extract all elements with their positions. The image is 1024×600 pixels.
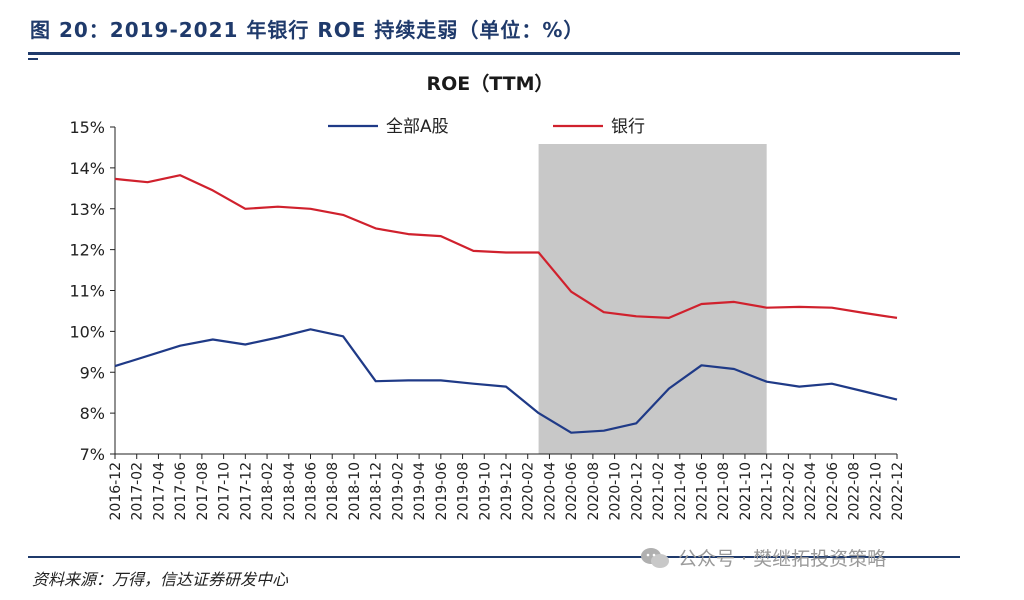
x-tick-label: 2018-02 (260, 462, 276, 521)
figure-title: 图 20：2019-2021 年银行 ROE 持续走弱（单位：%） (30, 18, 585, 42)
y-tick-label: 13% (69, 200, 105, 219)
x-tick-label: 2021-12 (760, 462, 776, 521)
x-tick-label: 2018-06 (304, 462, 320, 521)
x-tick-label: 2018-08 (325, 462, 341, 521)
x-tick-label: 2017-10 (217, 462, 233, 521)
x-tick-label: 2018-04 (282, 462, 298, 521)
source-rule (28, 556, 960, 558)
x-tick-label: 2019-08 (456, 462, 472, 521)
x-tick-label: 2020-10 (608, 462, 624, 521)
x-tick-label: 2021-06 (695, 462, 711, 521)
legend: 全部A股 银行 (328, 117, 645, 137)
source-note: 资料来源：万得，信达证券研发中心 (32, 570, 289, 589)
x-tick-label: 2020-08 (586, 462, 602, 521)
series-line-banks (114, 174, 898, 319)
x-tick-label: 2020-06 (564, 462, 580, 521)
x-tick-label: 2022-04 (803, 462, 819, 521)
x-tick-label: 2016-12 (108, 462, 124, 521)
y-tick-label: 8% (80, 404, 105, 423)
y-tick-label: 12% (69, 241, 105, 260)
title-rule (28, 52, 960, 55)
x-tick-label: 2020-12 (629, 462, 645, 521)
series-lines (114, 174, 898, 434)
x-tick-label: 2022-12 (890, 462, 906, 521)
title-rule-accent (28, 58, 38, 60)
x-tick-label: 2021-08 (716, 462, 732, 521)
x-tick-label: 2022-10 (868, 462, 884, 521)
x-tick-label: 2017-06 (173, 462, 189, 521)
y-tick-label: 7% (80, 445, 105, 464)
y-tick-label: 10% (69, 322, 105, 341)
series-line-all-a-shares (114, 328, 898, 434)
x-tick-label: 2020-02 (521, 462, 537, 521)
legend-label: 全部A股 (386, 117, 449, 137)
x-tick-label: 2018-10 (347, 462, 363, 521)
x-tick-label: 2022-02 (781, 462, 797, 521)
x-tick-label: 2021-02 (651, 462, 667, 521)
x-tick-label: 2021-04 (673, 462, 689, 521)
x-tick-label: 2019-06 (434, 462, 450, 521)
x-tick-label: 2019-04 (412, 462, 428, 521)
chart-title: ROE（TTM） (426, 72, 553, 95)
x-tick-label: 2018-12 (369, 462, 385, 521)
x-tick-label: 2019-10 (477, 462, 493, 521)
x-tick-label: 2019-02 (390, 462, 406, 521)
shaded-period (538, 144, 767, 454)
x-tick-label: 2022-08 (847, 462, 863, 521)
x-tick-label: 2019-12 (499, 462, 515, 521)
wechat-icon (640, 546, 670, 570)
x-tick-label: 2017-04 (151, 462, 167, 521)
watermark: 公众号 · 樊继拓投资策略 (640, 544, 886, 571)
axes: 15% 14% 13% 12% 11% 10% 9% 8% 7%2016-12 2017-02 20… (69, 118, 906, 521)
y-tick-label: 14% (69, 159, 105, 178)
x-tick-label: 2022-06 (825, 462, 841, 521)
x-tick-label: 2017-08 (195, 462, 211, 521)
y-tick-label: 15% (69, 118, 105, 137)
x-tick-label: 2017-02 (130, 462, 146, 521)
y-tick-label: 11% (69, 282, 105, 301)
shaded-region (538, 144, 767, 454)
x-tick-label: 2020-04 (542, 462, 558, 521)
legend-label: 银行 (611, 117, 645, 137)
y-tick-label: 9% (80, 363, 105, 382)
x-tick-label: 2021-10 (738, 462, 754, 521)
watermark-text: 公众号 · 樊继拓投资策略 (678, 548, 887, 570)
x-tick-label: 2017-12 (238, 462, 254, 521)
